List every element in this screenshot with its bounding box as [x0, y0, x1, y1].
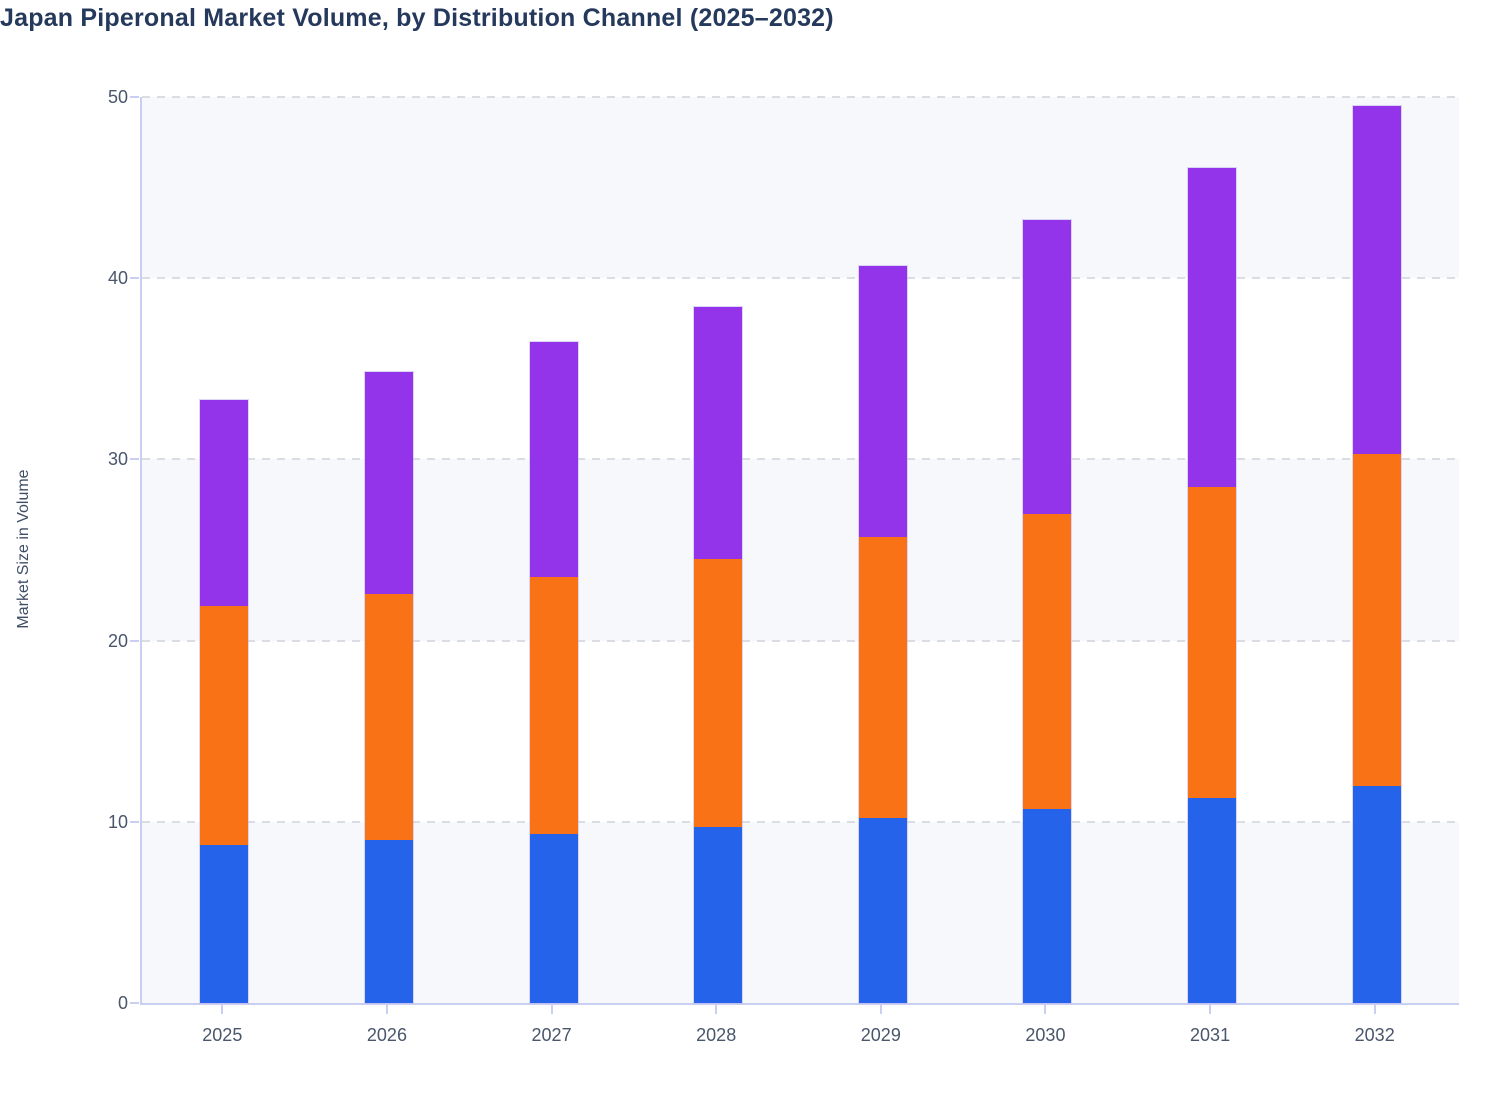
bar-segment-purple-2028[interactable]	[694, 307, 743, 560]
bar-stack-2027[interactable]	[529, 341, 578, 1003]
x-tick-label-2025: 2025	[202, 1025, 243, 1045]
bar-stack-2029[interactable]	[858, 265, 907, 1003]
y-tick-label: 50	[107, 87, 128, 107]
bar-group-2026	[307, 97, 472, 1003]
x-slot-2026: 2026	[305, 1005, 470, 1065]
bar-group-2032	[1294, 97, 1459, 1003]
bar-stack-2026[interactable]	[364, 372, 413, 1003]
plot-band	[142, 821, 1459, 1003]
bar-segment-orange-2027[interactable]	[529, 577, 578, 835]
x-tick-label-2029: 2029	[860, 1025, 901, 1045]
bar-segment-blue-2029[interactable]	[858, 818, 907, 1003]
y-tick-label: 30	[107, 449, 128, 470]
x-tick-mark	[550, 1005, 553, 1014]
bar-segment-orange-2025[interactable]	[200, 606, 249, 846]
chart-title: Japan Piperonal Market Volume, by Distri…	[0, 4, 834, 32]
x-slot-2030: 2030	[963, 1005, 1128, 1065]
y-tick-label: 0	[117, 993, 128, 1013]
gridline	[142, 277, 1459, 280]
plot-band	[142, 97, 1459, 279]
bar-segment-orange-2029[interactable]	[858, 537, 907, 819]
x-tick-label-2030: 2030	[1025, 1025, 1066, 1045]
plot-band	[142, 459, 1459, 641]
bar-group-2030	[965, 97, 1130, 1003]
y-tick-mark	[130, 1002, 139, 1004]
y-tick-label: 40	[107, 268, 128, 289]
x-tick-label-2027: 2027	[531, 1025, 572, 1045]
x-slot-2032: 2032	[1292, 1005, 1457, 1065]
bar-segment-purple-2027[interactable]	[529, 341, 578, 578]
y-tick-mark	[130, 458, 139, 461]
bar-segment-purple-2030[interactable]	[1023, 220, 1072, 514]
x-tick-label-2032: 2032	[1354, 1025, 1395, 1045]
y-tick-label: 20	[107, 630, 128, 651]
bar-group-2028	[636, 97, 801, 1003]
gridline	[142, 96, 1459, 98]
y-tick-mark	[130, 277, 139, 280]
bar-segment-blue-2032[interactable]	[1352, 785, 1401, 1003]
x-tick-mark	[879, 1005, 882, 1014]
gridline	[142, 639, 1459, 642]
bar-segment-blue-2028[interactable]	[694, 827, 743, 1003]
x-tick-mark	[1373, 1005, 1376, 1014]
x-tick-label-2031: 2031	[1190, 1025, 1231, 1045]
bar-group-2025	[142, 97, 307, 1003]
x-tick-mark	[221, 1005, 224, 1014]
bar-group-2031	[1130, 97, 1295, 1003]
bar-segment-orange-2028[interactable]	[694, 559, 743, 828]
bar-segment-orange-2031[interactable]	[1188, 486, 1237, 799]
x-slot-2031: 2031	[1128, 1005, 1293, 1065]
x-slot-2025: 2025	[140, 1005, 305, 1065]
bar-segment-blue-2025[interactable]	[200, 845, 249, 1003]
bar-group-2029	[801, 97, 966, 1003]
bar-segment-purple-2029[interactable]	[858, 265, 907, 538]
y-tick-label: 10	[107, 811, 128, 832]
x-tick-label-2028: 2028	[696, 1025, 737, 1045]
x-slot-2028: 2028	[634, 1005, 799, 1065]
y-tick-mark	[130, 96, 139, 98]
bar-segment-blue-2031[interactable]	[1188, 798, 1237, 1003]
bar-segment-purple-2025[interactable]	[200, 399, 249, 607]
bar-segment-orange-2030[interactable]	[1023, 513, 1072, 810]
bar-stack-2031[interactable]	[1188, 167, 1237, 1003]
y-tick-mark	[130, 639, 139, 642]
y-axis-title: Market Size in Volume	[15, 469, 32, 629]
x-tick-mark	[1044, 1005, 1047, 1014]
bar-stack-2028[interactable]	[694, 307, 743, 1003]
bar-stack-2030[interactable]	[1023, 220, 1072, 1003]
x-axis: 2025 2026 2027 2028 2029 2030 2031 2032	[140, 1005, 1457, 1065]
bar-segment-blue-2027[interactable]	[529, 834, 578, 1003]
y-tick-mark	[130, 820, 139, 823]
x-tick-label-2026: 2026	[366, 1025, 407, 1045]
x-tick-mark	[715, 1005, 718, 1014]
bar-segment-orange-2026[interactable]	[364, 593, 413, 840]
x-tick-mark	[385, 1005, 388, 1014]
bar-segment-purple-2031[interactable]	[1188, 167, 1237, 487]
plot-area	[140, 96, 1459, 1005]
bar-group-2027	[471, 97, 636, 1003]
gridline	[142, 820, 1459, 823]
bar-stack-2032[interactable]	[1352, 106, 1401, 1003]
gridline	[142, 458, 1459, 461]
bar-segment-blue-2030[interactable]	[1023, 809, 1072, 1003]
x-slot-2029: 2029	[799, 1005, 964, 1065]
bar-segment-orange-2032[interactable]	[1352, 453, 1401, 786]
bar-stack-2025[interactable]	[200, 399, 249, 1003]
bar-segment-blue-2026[interactable]	[364, 839, 413, 1003]
bar-segment-purple-2026[interactable]	[364, 372, 413, 594]
x-tick-mark	[1209, 1005, 1212, 1014]
x-slot-2027: 2027	[469, 1005, 634, 1065]
bar-segment-purple-2032[interactable]	[1352, 106, 1401, 454]
